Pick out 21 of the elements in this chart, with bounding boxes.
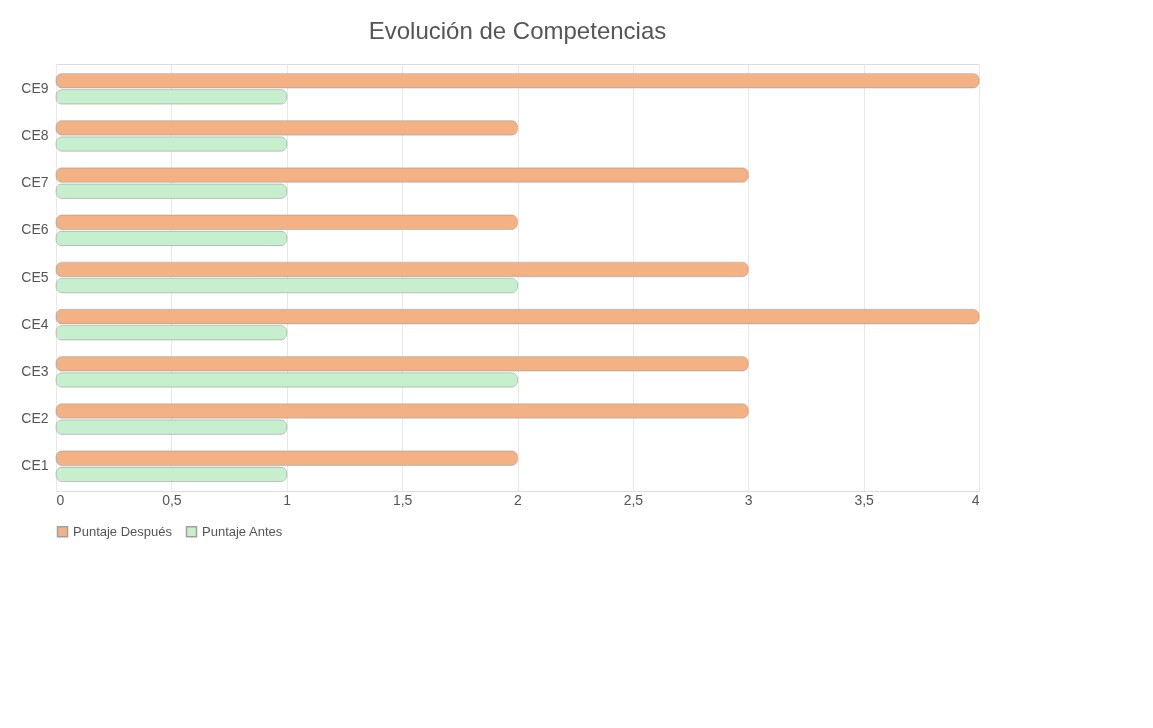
legend-label: Puntaje Antes — [202, 523, 283, 539]
y-tick-label: CE5 — [21, 268, 49, 285]
x-tick-label: 2 — [514, 491, 523, 508]
y-tick-label: CE6 — [21, 221, 49, 238]
y-tick-label: CE9 — [21, 79, 49, 96]
x-tick-label: 2,5 — [623, 491, 644, 508]
legend-label: Puntaje Después — [73, 523, 173, 539]
y-tick-label: CE4 — [21, 315, 49, 332]
y-tick-label: CE2 — [21, 410, 49, 427]
y-tick-label: CE3 — [21, 362, 49, 379]
x-tick-label: 0,5 — [162, 491, 182, 508]
chart-title: Evolución de Competencias — [368, 17, 667, 44]
x-tick-label: 0 — [56, 491, 65, 508]
x-tick-label: 3,5 — [854, 491, 875, 508]
y-tick-label: CE1 — [21, 457, 49, 474]
x-tick-label: 3 — [744, 491, 753, 508]
x-tick-label: 4 — [971, 491, 980, 508]
y-tick-label: CE7 — [21, 174, 49, 191]
x-tick-label: 1 — [283, 491, 292, 508]
x-tick-label: 1,5 — [392, 491, 413, 508]
y-tick-label: CE8 — [21, 126, 49, 143]
